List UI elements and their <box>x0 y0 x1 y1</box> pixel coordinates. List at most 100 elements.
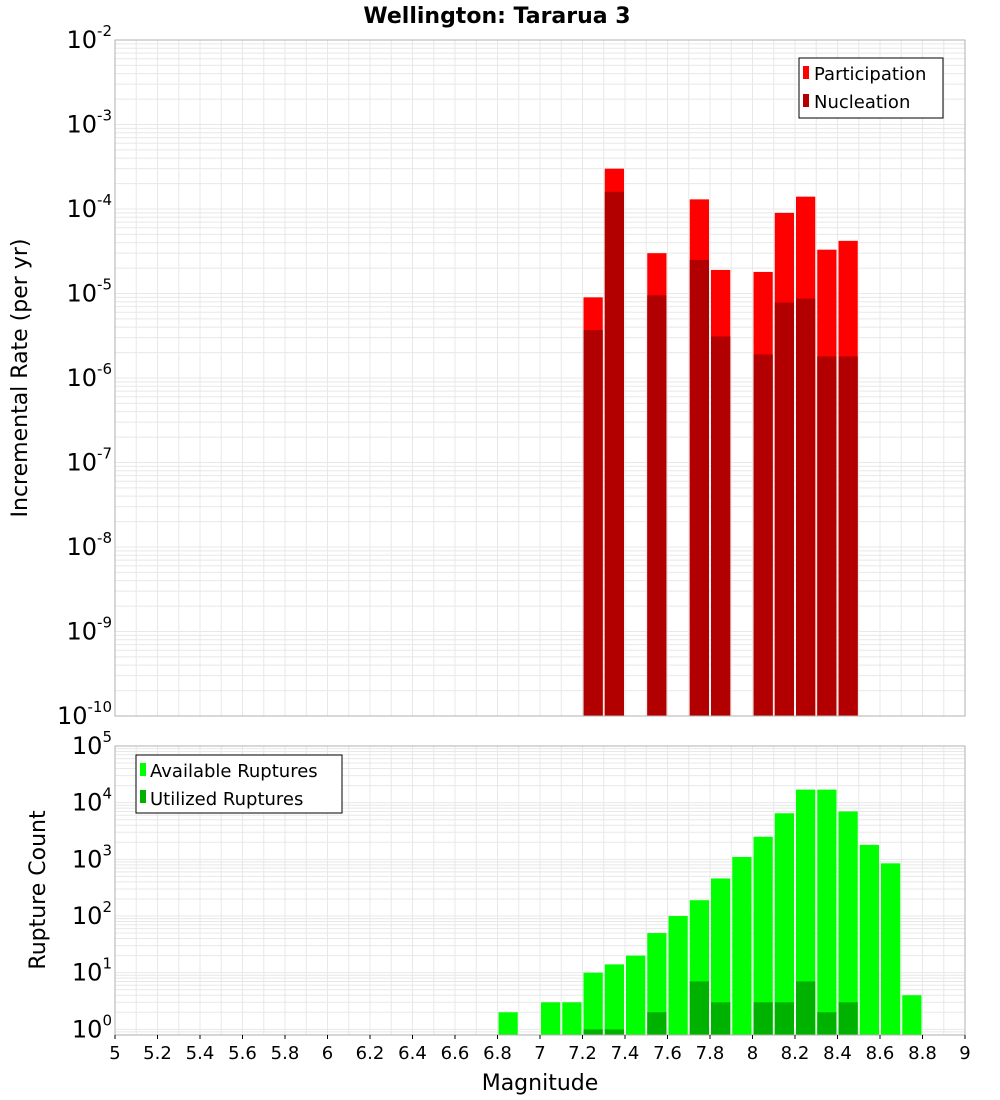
nucleation-bar <box>838 356 858 716</box>
available-ruptures-bar <box>796 789 816 1035</box>
bottom-y-axis-label: Rupture Count <box>26 810 51 970</box>
top-y-axis-label: Incremental Rate (per yr) <box>8 239 33 518</box>
utilized-ruptures-bar <box>774 1002 794 1035</box>
utilized-ruptures-bar <box>647 1012 667 1035</box>
x-tick-labels: 5 5.2 5.4 5.6 5.8 6 6.2 6.4 6.6 6.8 7 7.2 7.4 7.6 7.8 8… <box>109 1035 971 1064</box>
y-tick-label: 10-6 <box>66 360 112 392</box>
nucleation-bar <box>604 191 624 717</box>
x-tick-label: 9 <box>959 1043 970 1064</box>
utilized-ruptures-bar <box>753 1002 773 1035</box>
utilized-ruptures-bar <box>838 1002 858 1035</box>
bottom-legend-box <box>135 754 343 814</box>
x-tick-label: 6.8 <box>483 1043 512 1064</box>
top-y-tick-labels: 10-10 10-9 10-8 10-7 10-6 10-5 10-4 10-3 10-2 <box>57 22 112 730</box>
y-tick-label: 10-9 <box>66 614 112 646</box>
y-tick-label: 10-2 <box>66 22 112 54</box>
nucleation-bar <box>583 329 603 716</box>
top-bars <box>583 168 858 717</box>
available-ruptures-bar <box>541 1002 561 1035</box>
y-tick-label: 101 <box>72 955 112 987</box>
x-tick-label: 5 <box>109 1043 120 1064</box>
bottom-y-tick-labels: 100 101 102 103 104 105 <box>72 728 112 1043</box>
y-tick-label: 102 <box>72 898 112 930</box>
available-ruptures-bar <box>753 836 773 1035</box>
x-tick-label: 8.2 <box>781 1043 810 1064</box>
nucleation-bar <box>711 336 731 716</box>
x-tick-label: 5.4 <box>186 1043 215 1064</box>
nucleation-bar <box>817 356 837 716</box>
utilized-ruptures-bar <box>583 1029 603 1035</box>
available-ruptures-bar <box>583 972 603 1035</box>
available-ruptures-bar <box>732 856 752 1035</box>
x-tick-label: 5.2 <box>143 1043 172 1064</box>
top-panel: 10-10 10-9 10-8 10-7 10-6 10-5 10-4 10-3 10-2 In… <box>8 22 966 730</box>
y-tick-label: 10-8 <box>66 529 112 561</box>
bottom-legend: Available Ruptures Utilized Ruptures <box>135 754 343 814</box>
legend-available-label: Available Ruptures <box>150 761 318 782</box>
x-tick-label: 8.8 <box>908 1043 937 1064</box>
x-tick-label: 6 <box>322 1043 333 1064</box>
bottom-panel: 100 101 102 103 104 105 5 5.2 5.4 5.6 5.8 6 6.2 6.4 6… <box>26 728 971 1096</box>
available-ruptures-bar <box>817 789 837 1035</box>
y-tick-label: 10-7 <box>66 445 112 477</box>
x-tick-label: 6.2 <box>356 1043 385 1064</box>
available-ruptures-bar <box>711 878 731 1035</box>
nucleation-bar <box>689 259 709 716</box>
y-tick-label: 10-3 <box>66 107 112 139</box>
available-ruptures-bar <box>647 933 667 1035</box>
y-tick-label: 10-10 <box>57 698 112 730</box>
legend-nucleation-swatch <box>803 94 809 107</box>
utilized-ruptures-bar <box>604 1029 624 1035</box>
y-tick-label: 104 <box>72 785 112 817</box>
nucleation-bar <box>796 298 816 716</box>
available-ruptures-bar <box>881 863 901 1035</box>
top-gridlines <box>114 40 966 717</box>
available-ruptures-bar <box>668 916 688 1035</box>
x-tick-label: 8.6 <box>866 1043 895 1064</box>
x-tick-label: 7.8 <box>696 1043 725 1064</box>
available-ruptures-bar <box>498 1012 518 1035</box>
available-ruptures-bar <box>859 844 879 1035</box>
nucleation-bar <box>774 302 794 716</box>
x-tick-label: 8 <box>747 1043 758 1064</box>
legend-utilized-label: Utilized Ruptures <box>150 789 303 810</box>
top-legend-box <box>798 57 944 119</box>
utilized-ruptures-bar <box>817 1012 837 1035</box>
y-tick-label: 103 <box>72 841 112 873</box>
y-tick-label: 10-5 <box>66 276 112 308</box>
legend-available-swatch <box>140 763 146 776</box>
x-tick-label: 6.4 <box>398 1043 427 1064</box>
available-ruptures-bar <box>604 964 624 1035</box>
bottom-bars <box>498 789 922 1035</box>
top-plot-frame <box>114 39 966 717</box>
available-ruptures-bar <box>838 811 858 1035</box>
x-tick-label: 7.4 <box>611 1043 640 1064</box>
available-ruptures-bar <box>902 995 922 1035</box>
x-tick-label: 7 <box>534 1043 545 1064</box>
legend-participation-swatch <box>803 66 809 79</box>
y-tick-label: 105 <box>72 728 112 760</box>
legend-utilized-swatch <box>140 790 146 803</box>
y-tick-label: 100 <box>72 1011 112 1043</box>
available-ruptures-bar <box>774 813 794 1035</box>
x-tick-label: 5.8 <box>271 1043 300 1064</box>
x-axis-label: Magnitude <box>482 1071 599 1096</box>
legend-participation-label: Participation <box>814 64 926 85</box>
x-tick-label: 6.6 <box>441 1043 470 1064</box>
top-legend: Participation Nucleation <box>798 57 944 119</box>
nucleation-bar <box>647 295 667 716</box>
legend-nucleation-label: Nucleation <box>814 92 910 113</box>
utilized-ruptures-bar <box>689 981 709 1035</box>
nucleation-bar <box>753 354 773 716</box>
x-tick-label: 7.6 <box>653 1043 682 1064</box>
available-ruptures-bar <box>562 1002 582 1035</box>
x-tick-label: 8.4 <box>823 1043 852 1064</box>
x-tick-label: 7.2 <box>568 1043 597 1064</box>
y-tick-label: 10-4 <box>66 191 112 223</box>
x-tick-label: 5.6 <box>228 1043 257 1064</box>
chart-title: Wellington: Tararua 3 <box>363 4 630 29</box>
utilized-ruptures-bar <box>796 981 816 1035</box>
available-ruptures-bar <box>626 955 646 1035</box>
utilized-ruptures-bar <box>711 1002 731 1035</box>
